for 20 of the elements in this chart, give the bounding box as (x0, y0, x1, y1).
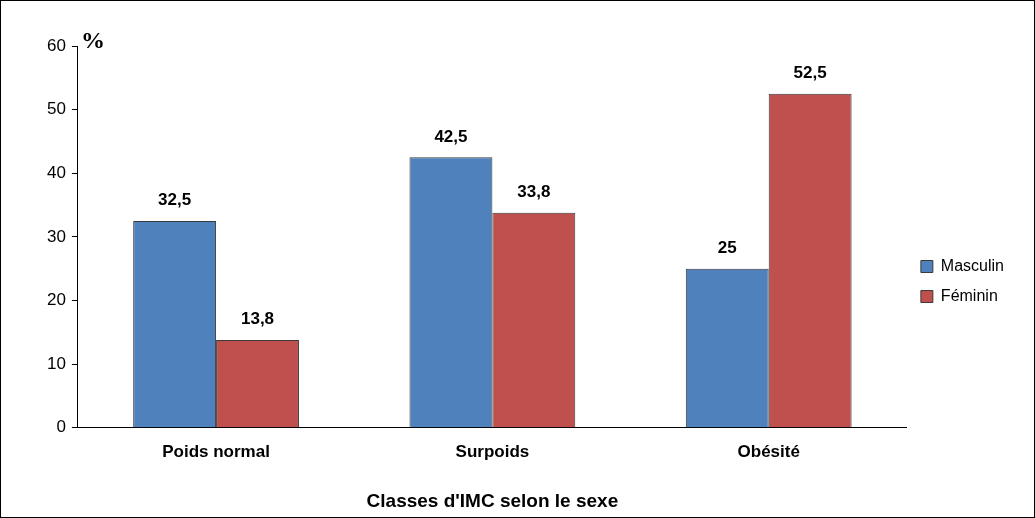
data-label: 42,5 (434, 126, 468, 146)
data-label: 13,8 (240, 309, 275, 329)
x-axis-title: Classes d'IMC selon le sexe (366, 489, 619, 511)
y-tick-label: 0 (56, 417, 66, 437)
y-tick-label: 60 (46, 35, 66, 55)
y-tick-label: 50 (46, 99, 66, 119)
y-tick-label: 40 (46, 162, 66, 182)
x-tick-label: Obésité (737, 441, 800, 461)
legend-label: Féminin (940, 286, 998, 304)
data-label: 25 (717, 237, 737, 257)
data-label: 52,5 (793, 62, 827, 82)
data-label: 32,5 (158, 190, 192, 210)
y-axis-title: % (80, 27, 105, 54)
x-tick-label: Poids normal (162, 441, 270, 461)
y-tick-label: 10 (46, 353, 66, 373)
y-tick-label: 30 (46, 226, 66, 246)
legend-label: Masculin (940, 256, 1005, 274)
y-tick-label: 20 (46, 290, 66, 310)
x-tick-label: Surpoids (455, 441, 530, 461)
data-label: 33,8 (517, 181, 551, 201)
